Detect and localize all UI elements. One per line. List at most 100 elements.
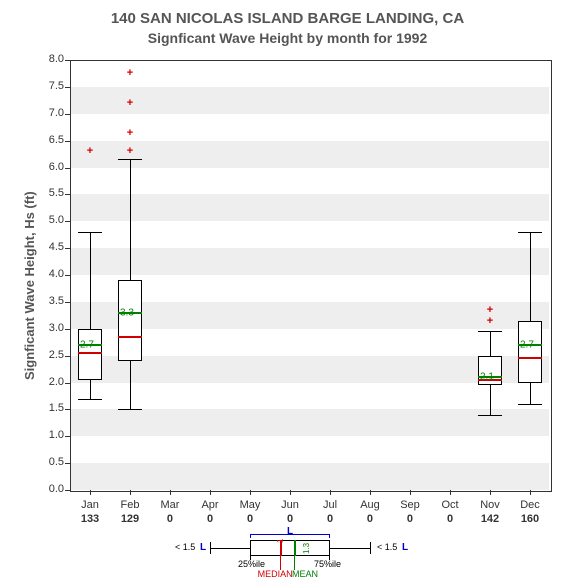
y-tick-label: 1.0	[32, 429, 64, 441]
whisker-low	[90, 380, 91, 399]
y-tick-mark	[65, 409, 70, 410]
x-tick-label: Jan133	[81, 498, 99, 527]
whisker-low	[530, 383, 531, 405]
whisker-high	[130, 159, 131, 280]
x-tick-label: Sep0	[400, 498, 420, 527]
plot-area	[70, 60, 552, 492]
month-label: Jun	[281, 498, 299, 512]
month-label: Aug	[360, 498, 380, 512]
boxplot-chart: 140 SAN NICOLAS ISLAND BARGE LANDING, CA…	[0, 0, 575, 580]
whisker-low	[130, 361, 131, 409]
month-count: 0	[240, 512, 261, 526]
x-tick-label: Aug0	[360, 498, 380, 527]
outlier-marker: +	[127, 97, 133, 109]
x-tick-mark	[210, 490, 211, 495]
y-tick-label: 5.5	[32, 187, 64, 199]
whisker-cap-high	[118, 159, 142, 160]
whisker-high	[530, 232, 531, 321]
mean-label: 2.1	[480, 372, 494, 383]
y-tick-mark	[65, 436, 70, 437]
x-tick-mark	[410, 490, 411, 495]
y-tick-label: 2.0	[32, 376, 64, 388]
month-label: May	[240, 498, 261, 512]
legend-median-tick	[280, 556, 281, 570]
month-count: 142	[480, 512, 500, 526]
x-tick-label: Apr0	[201, 498, 218, 527]
y-tick-mark	[65, 141, 70, 142]
y-tick-label: 8.0	[32, 53, 64, 65]
legend-mean-tick	[294, 556, 295, 570]
x-tick-mark	[490, 490, 491, 495]
month-count: 0	[201, 512, 218, 526]
legend-median-val: 1	[276, 539, 285, 543]
mean-label: 2.7	[520, 339, 534, 350]
x-tick-mark	[370, 490, 371, 495]
legend-q1-label: 25%ile	[238, 559, 265, 569]
median-line	[518, 357, 542, 359]
x-tick-label: Mar0	[161, 498, 180, 527]
whisker-cap-low	[118, 409, 142, 410]
month-count: 133	[81, 512, 99, 526]
y-tick-label: 6.5	[32, 134, 64, 146]
month-label: Jul	[323, 498, 337, 512]
y-tick-mark	[65, 329, 70, 330]
y-tick-label: 7.5	[32, 80, 64, 92]
outlier-marker: +	[487, 304, 493, 316]
mean-label: 2.7	[80, 339, 94, 350]
legend: < 1.5LL11.3< 1.5L25%ile75%ileMEDIANMEAN	[150, 528, 450, 573]
box	[518, 321, 542, 383]
y-tick-mark	[65, 463, 70, 464]
month-label: Feb	[121, 498, 140, 512]
whisker-cap-high	[478, 331, 502, 332]
month-label: Sep	[400, 498, 420, 512]
y-tick-mark	[65, 194, 70, 195]
box	[78, 329, 102, 380]
whisker-high	[90, 232, 91, 329]
legend-median-label: MEDIAN	[258, 569, 293, 579]
x-tick-label: Jun0	[281, 498, 299, 527]
month-count: 0	[360, 512, 380, 526]
y-tick-mark	[65, 383, 70, 384]
x-tick-mark	[330, 490, 331, 495]
month-count: 0	[161, 512, 180, 526]
y-tick-label: 6.0	[32, 161, 64, 173]
outlier-marker: +	[487, 315, 493, 327]
x-tick-mark	[530, 490, 531, 495]
legend-scale-hi: < 1.5	[377, 542, 397, 552]
y-tick-label: 0.0	[32, 483, 64, 495]
month-count: 0	[400, 512, 420, 526]
month-label: Oct	[441, 498, 458, 512]
y-tick-mark	[65, 168, 70, 169]
x-tick-label: Feb129	[121, 498, 140, 527]
y-tick-mark	[65, 302, 70, 303]
legend-q3-tick	[329, 556, 330, 560]
chart-title: 140 SAN NICOLAS ISLAND BARGE LANDING, CA	[0, 10, 575, 27]
legend-whisker-lo	[210, 548, 250, 549]
legend-mean-line	[294, 540, 296, 556]
legend-box	[250, 540, 330, 556]
legend-mean-label: MEAN	[292, 569, 318, 579]
chart-subtitle: Signficant Wave Height by month for 1992	[0, 30, 575, 46]
legend-L-top: L	[287, 526, 293, 537]
legend-whisker-hi	[330, 548, 370, 549]
whisker-cap-low	[78, 399, 102, 400]
month-count: 129	[121, 512, 140, 526]
y-tick-label: 2.5	[32, 349, 64, 361]
month-count: 0	[441, 512, 458, 526]
y-tick-label: 5.0	[32, 214, 64, 226]
month-count: 0	[281, 512, 299, 526]
y-tick-label: 3.0	[32, 322, 64, 334]
legend-L-left: L	[200, 542, 206, 553]
y-tick-mark	[65, 275, 70, 276]
month-label: Dec	[520, 498, 540, 512]
y-tick-label: 4.0	[32, 268, 64, 280]
whisker-cap-low	[478, 415, 502, 416]
outlier-marker: +	[87, 145, 93, 157]
y-tick-mark	[65, 490, 70, 491]
month-count: 160	[520, 512, 540, 526]
y-tick-mark	[65, 87, 70, 88]
y-tick-mark	[65, 221, 70, 222]
outlier-marker: +	[127, 145, 133, 157]
whisker-cap-high	[78, 232, 102, 233]
outlier-marker: +	[127, 127, 133, 139]
